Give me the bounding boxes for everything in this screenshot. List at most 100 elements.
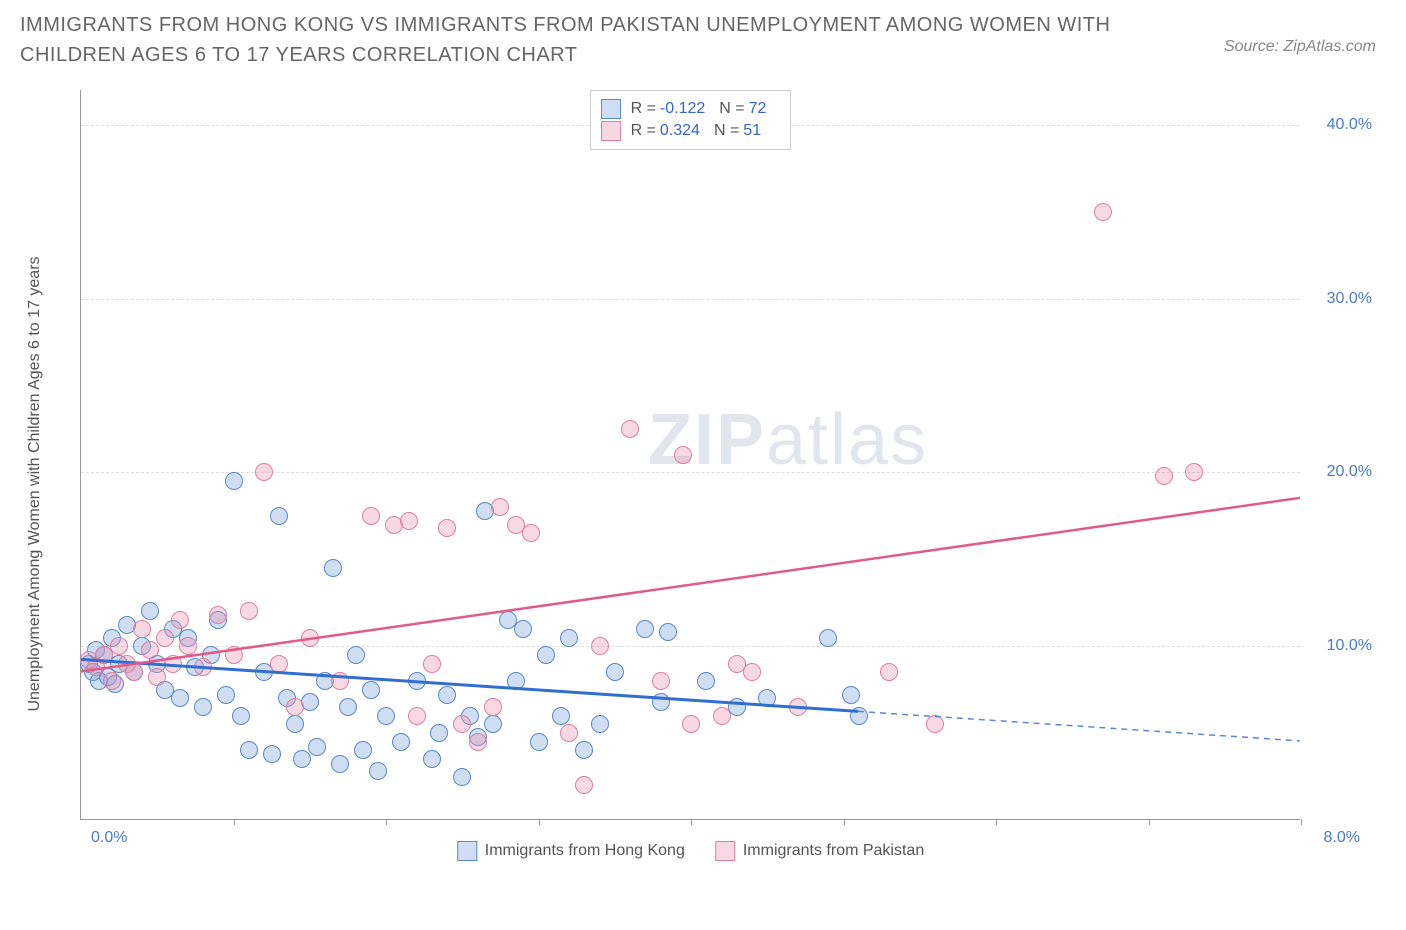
- y-axis-label: Unemployment Among Women with Children A…: [26, 256, 44, 711]
- scatter-point-pakistan: [880, 663, 898, 681]
- scatter-point-pakistan: [522, 524, 540, 542]
- scatter-point-hongkong: [217, 686, 235, 704]
- legend-swatch: [715, 841, 735, 861]
- scatter-point-hongkong: [347, 646, 365, 664]
- scatter-point-pakistan: [194, 658, 212, 676]
- scatter-point-pakistan: [713, 707, 731, 725]
- x-tick: [386, 819, 387, 825]
- scatter-point-hongkong: [850, 707, 868, 725]
- scatter-point-hongkong: [408, 672, 426, 690]
- legend-stat-text: R =0.324N =51: [631, 122, 776, 140]
- scatter-point-pakistan: [164, 655, 182, 673]
- scatter-point-hongkong: [324, 559, 342, 577]
- scatter-point-hongkong: [331, 755, 349, 773]
- x-tick: [996, 819, 997, 825]
- scatter-point-hongkong: [293, 750, 311, 768]
- scatter-point-pakistan: [423, 655, 441, 673]
- y-tick-label: 20.0%: [1327, 463, 1372, 481]
- legend-stat-row-hongkong: R =-0.122N =72: [601, 99, 781, 119]
- scatter-point-hongkong: [141, 602, 159, 620]
- scatter-point-pakistan: [1185, 463, 1203, 481]
- plot-area: ZIPatlas R =-0.122N =72R =0.324N =51 0.0…: [80, 90, 1300, 820]
- scatter-point-hongkong: [308, 738, 326, 756]
- trend-line: [858, 711, 1300, 741]
- legend-swatch: [601, 99, 621, 119]
- legend-stat-row-pakistan: R =0.324N =51: [601, 121, 781, 141]
- scatter-point-hongkong: [354, 741, 372, 759]
- scatter-point-pakistan: [156, 629, 174, 647]
- scatter-point-hongkong: [484, 715, 502, 733]
- y-tick-label: 40.0%: [1327, 116, 1372, 134]
- scatter-point-hongkong: [377, 707, 395, 725]
- scatter-point-hongkong: [507, 672, 525, 690]
- scatter-point-hongkong: [423, 750, 441, 768]
- scatter-point-hongkong: [652, 693, 670, 711]
- x-tick: [234, 819, 235, 825]
- scatter-point-hongkong: [263, 745, 281, 763]
- scatter-point-pakistan: [469, 733, 487, 751]
- scatter-point-pakistan: [560, 724, 578, 742]
- scatter-point-hongkong: [842, 686, 860, 704]
- scatter-point-hongkong: [225, 472, 243, 490]
- chart-title: IMMIGRANTS FROM HONG KONG VS IMMIGRANTS …: [20, 10, 1120, 70]
- scatter-point-hongkong: [453, 768, 471, 786]
- scatter-point-pakistan: [575, 776, 593, 794]
- y-tick-label: 10.0%: [1327, 637, 1372, 655]
- legend-swatch: [601, 121, 621, 141]
- scatter-point-pakistan: [743, 663, 761, 681]
- scatter-point-pakistan: [110, 637, 128, 655]
- scatter-point-hongkong: [339, 698, 357, 716]
- legend-series-item-pakistan: Immigrants from Pakistan: [715, 841, 924, 861]
- scatter-point-hongkong: [636, 620, 654, 638]
- scatter-point-hongkong: [430, 724, 448, 742]
- scatter-point-pakistan: [255, 463, 273, 481]
- scatter-point-hongkong: [659, 623, 677, 641]
- scatter-point-hongkong: [362, 681, 380, 699]
- scatter-point-pakistan: [125, 663, 143, 681]
- legend-stat-text: R =-0.122N =72: [631, 100, 781, 118]
- scatter-point-pakistan: [1155, 467, 1173, 485]
- grid-line: [81, 646, 1300, 647]
- scatter-point-pakistan: [286, 698, 304, 716]
- scatter-point-hongkong: [438, 686, 456, 704]
- scatter-point-pakistan: [270, 655, 288, 673]
- x-tick: [691, 819, 692, 825]
- scatter-point-hongkong: [591, 715, 609, 733]
- source-attribution: Source: ZipAtlas.com: [1224, 38, 1376, 56]
- x-max-label: 8.0%: [1324, 829, 1360, 847]
- scatter-point-pakistan: [179, 637, 197, 655]
- x-tick: [844, 819, 845, 825]
- scatter-point-pakistan: [674, 446, 692, 464]
- scatter-point-pakistan: [209, 606, 227, 624]
- scatter-point-pakistan: [103, 672, 121, 690]
- scatter-point-hongkong: [369, 762, 387, 780]
- legend-swatch: [457, 841, 477, 861]
- scatter-point-pakistan: [240, 602, 258, 620]
- scatter-point-hongkong: [171, 689, 189, 707]
- scatter-point-pakistan: [491, 498, 509, 516]
- scatter-point-hongkong: [552, 707, 570, 725]
- scatter-point-pakistan: [682, 715, 700, 733]
- scatter-point-pakistan: [301, 629, 319, 647]
- watermark: ZIPatlas: [648, 399, 928, 481]
- scatter-point-pakistan: [1094, 203, 1112, 221]
- scatter-point-hongkong: [286, 715, 304, 733]
- scatter-point-hongkong: [232, 707, 250, 725]
- scatter-point-pakistan: [789, 698, 807, 716]
- scatter-point-hongkong: [758, 689, 776, 707]
- scatter-point-pakistan: [171, 611, 189, 629]
- scatter-point-pakistan: [926, 715, 944, 733]
- scatter-point-pakistan: [133, 620, 151, 638]
- legend-series: Immigrants from Hong KongImmigrants from…: [457, 841, 924, 861]
- scatter-point-pakistan: [484, 698, 502, 716]
- scatter-point-pakistan: [621, 420, 639, 438]
- legend-stats-box: R =-0.122N =72 R =0.324N =51: [590, 90, 792, 150]
- x-tick: [1149, 819, 1150, 825]
- scatter-point-hongkong: [728, 698, 746, 716]
- scatter-point-pakistan: [141, 641, 159, 659]
- y-tick-label: 30.0%: [1327, 290, 1372, 308]
- scatter-point-hongkong: [537, 646, 555, 664]
- grid-line: [81, 299, 1300, 300]
- x-tick: [1301, 819, 1302, 825]
- scatter-point-pakistan: [438, 519, 456, 537]
